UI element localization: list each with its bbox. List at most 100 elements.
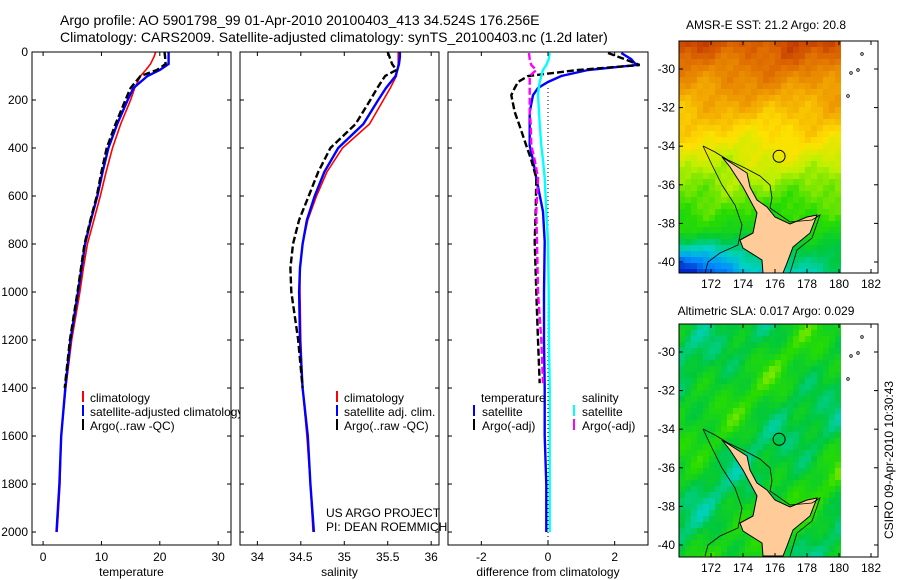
map-cell [793,203,799,209]
map-cell [817,143,823,149]
map-cell [763,41,769,47]
map-cell [799,360,805,366]
map-cell [763,191,769,197]
map-cell [811,414,817,420]
map-cell [715,486,721,492]
map-cell [787,101,793,107]
map-cell [817,522,823,528]
map-cell [799,173,805,179]
map-cell [685,468,691,474]
map-cell [703,41,709,47]
map-cell [727,251,733,257]
map-cell [685,173,691,179]
map-cell [751,546,757,552]
map-cell [721,173,727,179]
map-cell [817,486,823,492]
map-cell [715,89,721,95]
map-cell [805,149,811,155]
map-cell [745,390,751,396]
map-cell [823,71,829,77]
map-cell [721,245,727,251]
map-cell [715,552,721,557]
map-cell [733,137,739,143]
map-cell [757,474,763,480]
map-cell [721,101,727,107]
map-cell [685,396,691,402]
map-cell [835,444,841,450]
map-cell [775,185,781,191]
map-cell [799,324,805,330]
map-cell [739,480,745,486]
map-cell [817,444,823,450]
map-cell [817,432,823,438]
map-cell [685,330,691,336]
map-cell [757,480,763,486]
map-cell [703,47,709,53]
map-cell [715,107,721,113]
map-cell [769,396,775,402]
map-cell [679,101,685,107]
map-cell [793,492,799,498]
map-cell [703,420,709,426]
map-cell [739,378,745,384]
map-cell [751,257,757,263]
map-cell [817,540,823,546]
map-cell [799,71,805,77]
map-cell [781,426,787,432]
map-cell [757,378,763,384]
map-cell [697,77,703,83]
map-cell [715,480,721,486]
y-tick-label: 1800 [1,477,28,491]
map-cell [745,492,751,498]
map-cell [829,185,835,191]
map-cell [679,462,685,468]
map-cell [787,53,793,59]
map-cell [835,342,841,348]
map-cell [691,119,697,125]
map-cell [697,330,703,336]
map-cell [703,516,709,522]
axes-frame [239,51,440,546]
map-cell [703,269,709,273]
map-cell [733,83,739,89]
map-cell [703,221,709,227]
map-cell [727,263,733,269]
map-cell [691,101,697,107]
map-cell [763,89,769,95]
map-cell [739,155,745,161]
map-cell [709,408,715,414]
map-cell [817,113,823,119]
map-cell [781,77,787,83]
map-cell [751,378,757,384]
map-cell [733,432,739,438]
map-cell [781,113,787,119]
map-cell [763,101,769,107]
map-cell [799,534,805,540]
map-cell [703,263,709,269]
map-cell [835,330,841,336]
map-cell [799,474,805,480]
map-cell [799,342,805,348]
map-cell [703,396,709,402]
map-cell [739,384,745,390]
map-cell [799,366,805,372]
map-cell [805,366,811,372]
map-cell [679,540,685,546]
map-cell [811,197,817,203]
map-cell [763,402,769,408]
map-cell [781,47,787,53]
map-cell [733,492,739,498]
map-cell [727,221,733,227]
map-cell [787,77,793,83]
map-cell [823,420,829,426]
map-cell [745,480,751,486]
map-cell [787,396,793,402]
map-cell [793,474,799,480]
map-cell [811,480,817,486]
map-cell [733,251,739,257]
map-cell [679,149,685,155]
map-cell [751,101,757,107]
map-cell [685,402,691,408]
map-cell [823,408,829,414]
